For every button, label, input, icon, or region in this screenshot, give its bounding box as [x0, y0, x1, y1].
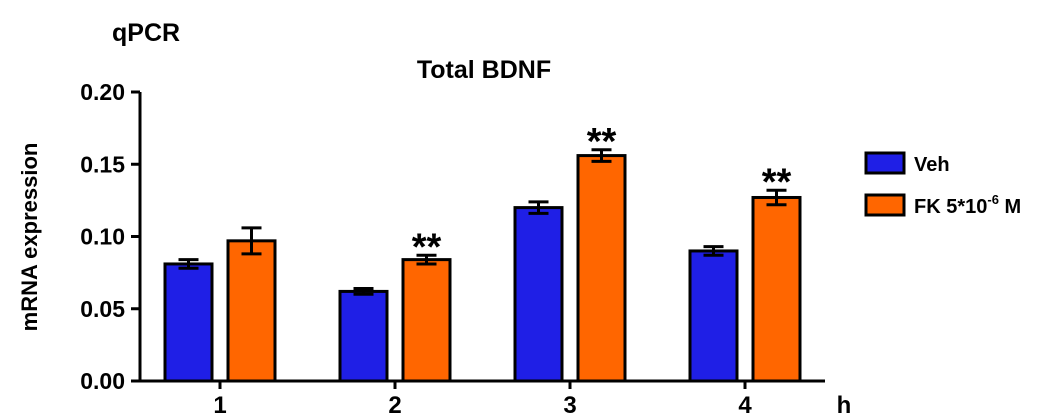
significance-label: **	[762, 161, 792, 203]
x-tick-label: 3	[563, 392, 576, 418]
bar-fk-2	[401, 258, 452, 383]
bar-veh-1	[163, 262, 214, 383]
legend: Veh FK 5*10-6 M	[864, 151, 1021, 218]
significance-label: **	[412, 226, 442, 268]
bar-fk-3	[576, 154, 627, 383]
y-tick-label: 0.15	[80, 151, 125, 177]
bar-veh-3	[513, 206, 564, 383]
y-tick-label: 0.10	[80, 224, 125, 250]
y-tick-label: 0.00	[80, 368, 125, 394]
y-tick-label: 0.20	[80, 79, 125, 105]
bar-veh-2	[338, 289, 389, 383]
bar-veh-4	[688, 249, 739, 383]
x-tick-label: 1	[213, 392, 226, 418]
legend-swatch-fk	[864, 193, 906, 217]
bar-fk-1	[226, 239, 277, 383]
panel-label: qPCR	[112, 19, 180, 47]
y-tick-label: 0.05	[80, 296, 125, 322]
bar-fk-4	[751, 195, 802, 383]
plot-area: 0.00 0.05 0.10 0.15 0.20 1 ** 2 ** 3 ** 4	[80, 79, 825, 418]
significance-label: **	[587, 121, 617, 163]
legend-label-fk: FK 5*10-6 M	[914, 192, 1021, 218]
legend-label-veh: Veh	[914, 154, 950, 176]
y-axis-label: mRNA expression	[17, 143, 42, 332]
chart-title: Total BDNF	[417, 56, 551, 84]
x-tick-label: 2	[388, 392, 401, 418]
x-axis-label: h	[837, 392, 852, 418]
legend-swatch-veh	[864, 151, 906, 175]
x-tick-label: 4	[738, 392, 752, 418]
